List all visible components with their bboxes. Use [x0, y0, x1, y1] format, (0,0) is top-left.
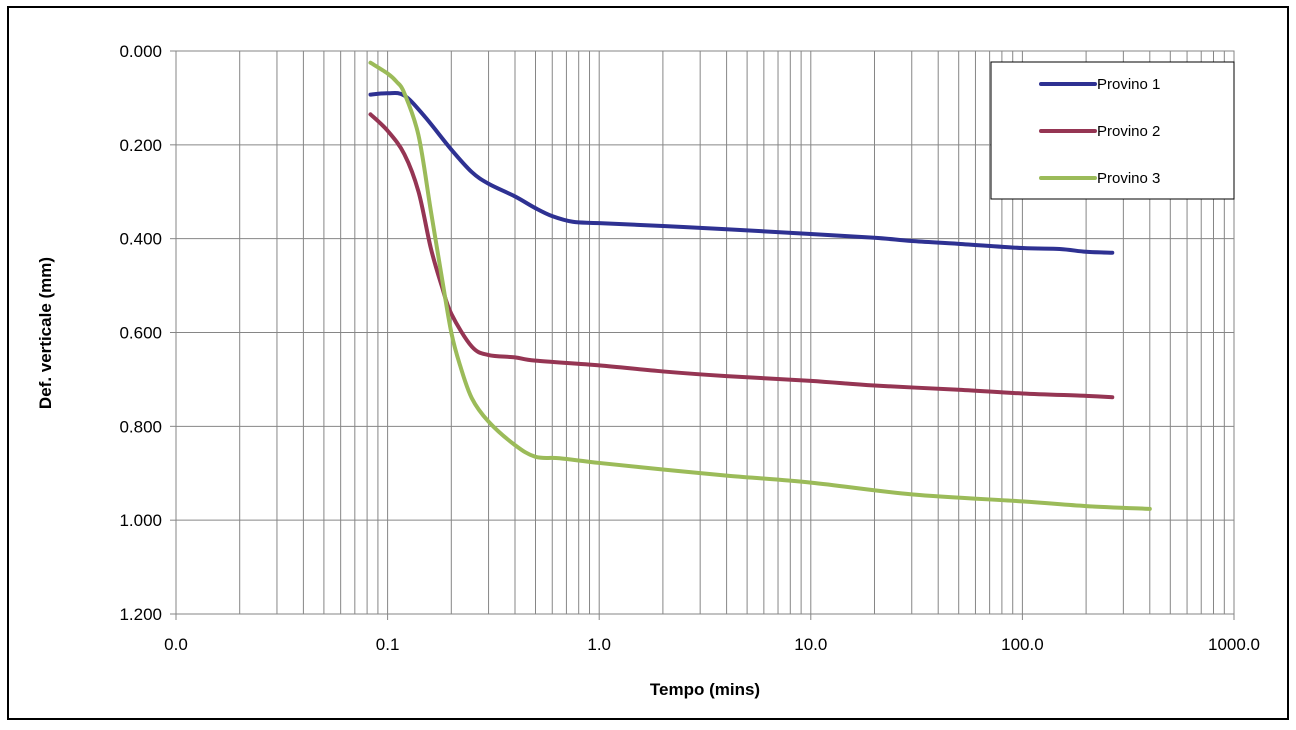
y-tick-label: 1.000 [119, 511, 162, 530]
y-tick-label: 0.600 [119, 324, 162, 343]
x-tick-label: 1.0 [587, 635, 611, 654]
y-tick-label: 0.800 [119, 417, 162, 436]
x-tick-label: 1000.0 [1208, 635, 1260, 654]
y-tick-label: 0.400 [119, 230, 162, 249]
legend-label: Provino 3 [1097, 170, 1160, 187]
series-layer [368, 60, 1152, 511]
y-tick-label: 0.000 [119, 42, 162, 61]
y-tick-label: 0.200 [119, 136, 162, 155]
tick-layer: 0.0 0.1 1.0 10.0 100.0 1000.0 0.000 0.200 0.400 0… [119, 42, 1260, 654]
series-line-provino-2 [368, 112, 1115, 400]
series-line-provino-1 [368, 90, 1115, 255]
y-tick-label: 1.200 [119, 605, 162, 624]
legend-box [990, 61, 1235, 200]
x-tick-label: 0.1 [376, 635, 400, 654]
series-line-provino-3 [368, 60, 1152, 511]
legend: Provino 1 Provino 2 Provino 3 [990, 61, 1235, 200]
legend-label: Provino 1 [1097, 76, 1160, 93]
legend-label: Provino 2 [1097, 123, 1160, 140]
x-tick-label: 0.0 [164, 635, 188, 654]
x-tick-label: 10.0 [794, 635, 827, 654]
x-axis-title: Tempo (mins) [650, 680, 760, 699]
y-axis-title: Def. verticale (mm) [36, 257, 55, 409]
x-tick-label: 100.0 [1001, 635, 1044, 654]
